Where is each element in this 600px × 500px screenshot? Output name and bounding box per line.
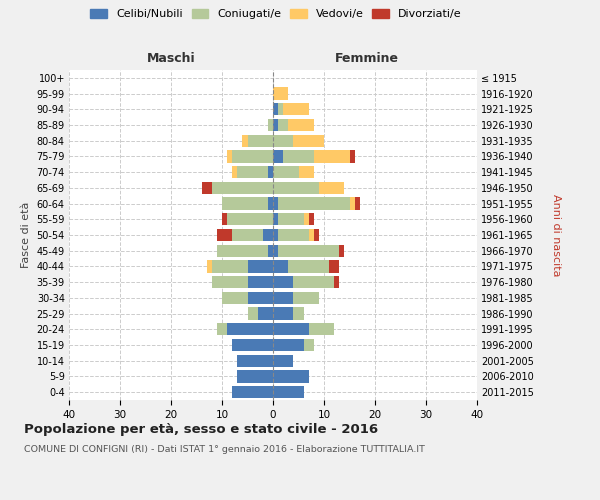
Text: Popolazione per età, sesso e stato civile - 2016: Popolazione per età, sesso e stato civil… [24,422,378,436]
Bar [222,213,227,226]
Bar [202,182,212,194]
Bar [273,150,283,162]
Bar [273,354,293,367]
Bar [273,103,278,116]
Bar [299,166,314,178]
Bar [273,260,289,272]
Bar [273,229,278,241]
Bar [268,198,273,209]
Bar [293,308,304,320]
Bar [217,229,232,241]
Bar [212,182,273,194]
Bar [273,134,293,147]
Bar [232,386,273,398]
Bar [232,166,238,178]
Bar [248,260,273,272]
Bar [273,213,278,226]
Bar [273,339,304,351]
Bar [273,244,278,257]
Bar [217,244,268,257]
Bar [278,244,340,257]
Bar [273,166,299,178]
Bar [309,213,314,226]
Bar [355,198,360,209]
Bar [278,213,304,226]
Bar [314,229,319,241]
Bar [334,276,340,288]
Text: COMUNE DI CONFIGNI (RI) - Dati ISTAT 1° gennaio 2016 - Elaborazione TUTTITALIA.I: COMUNE DI CONFIGNI (RI) - Dati ISTAT 1° … [24,445,425,454]
Bar [238,166,268,178]
Bar [212,260,248,272]
Bar [268,119,273,131]
Bar [289,119,314,131]
Y-axis label: Anni di nascita: Anni di nascita [551,194,561,276]
Legend: Celibi/Nubili, Coniugati/e, Vedovi/e, Divorziati/e: Celibi/Nubili, Coniugati/e, Vedovi/e, Di… [87,6,465,22]
Bar [273,386,304,398]
Bar [212,276,248,288]
Bar [222,198,268,209]
Bar [227,150,232,162]
Bar [268,244,273,257]
Bar [232,339,273,351]
Bar [273,182,319,194]
Bar [227,323,273,336]
Bar [278,198,349,209]
Bar [273,276,293,288]
Bar [258,308,273,320]
Bar [217,323,227,336]
Bar [349,198,355,209]
Bar [278,103,283,116]
Text: Maschi: Maschi [146,52,196,65]
Bar [238,370,273,382]
Bar [263,229,273,241]
Bar [222,292,248,304]
Bar [232,229,263,241]
Bar [283,150,314,162]
Bar [293,134,324,147]
Bar [304,213,309,226]
Bar [273,308,293,320]
Bar [273,370,309,382]
Bar [329,260,340,272]
Bar [309,229,314,241]
Bar [273,88,289,100]
Bar [304,339,314,351]
Bar [232,150,273,162]
Bar [319,182,344,194]
Bar [273,323,309,336]
Bar [227,213,273,226]
Bar [238,354,273,367]
Y-axis label: Fasce di età: Fasce di età [21,202,31,268]
Bar [206,260,212,272]
Bar [248,308,258,320]
Bar [248,276,273,288]
Bar [278,229,309,241]
Bar [273,119,278,131]
Bar [349,150,355,162]
Text: Femmine: Femmine [335,52,399,65]
Bar [283,103,309,116]
Bar [248,134,273,147]
Bar [293,276,334,288]
Bar [293,292,319,304]
Bar [242,134,248,147]
Bar [278,119,289,131]
Bar [273,198,278,209]
Bar [340,244,344,257]
Bar [309,323,334,336]
Bar [314,150,349,162]
Bar [273,292,293,304]
Bar [268,166,273,178]
Bar [248,292,273,304]
Bar [289,260,329,272]
